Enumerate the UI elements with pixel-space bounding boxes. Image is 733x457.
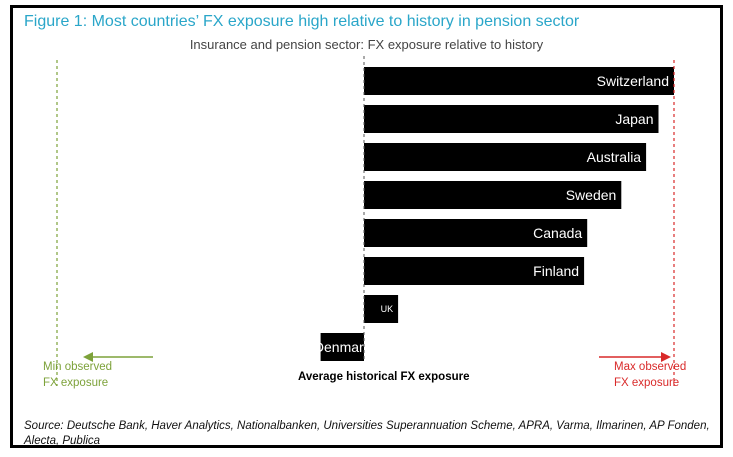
bar-uk xyxy=(364,295,399,323)
min-exposure-label: Min observed FX exposure xyxy=(43,359,112,391)
min-arrow-icon xyxy=(83,352,153,362)
bar-denmark xyxy=(320,333,364,361)
max-exposure-label-text: Max observed FX exposure xyxy=(614,361,687,389)
bar-japan xyxy=(364,105,659,133)
bar-finland xyxy=(364,257,585,285)
bars-layer: Switzerland Japan Australia Sweden Canada Fin… xyxy=(314,67,674,361)
bar-sweden xyxy=(364,181,622,209)
max-arrow-icon xyxy=(599,352,671,362)
figure-frame: Figure 1: Most countries’ FX exposure hi… xyxy=(10,5,723,448)
bar-label-australia: Australia xyxy=(587,149,642,165)
bar-label-sweden: Sweden xyxy=(566,187,617,203)
figure-title: Figure 1: Most countries’ FX exposure hi… xyxy=(24,13,580,30)
bar-label-denmark: Denmark xyxy=(314,339,372,355)
bar-label-finland: Finland xyxy=(533,263,579,279)
bar-switzerland xyxy=(364,67,674,95)
figure-subtitle: Insurance and pension sector: FX exposur… xyxy=(189,37,544,52)
bar-label-canada: Canada xyxy=(533,225,582,241)
bar-label-japan: Japan xyxy=(615,111,653,127)
source-note: Source: Deutsche Bank, Haver Analytics, … xyxy=(24,420,710,447)
max-exposure-label: Max observed FX exposure xyxy=(614,359,686,391)
bar-canada xyxy=(364,219,588,247)
bar-label-switzerland: Switzerland xyxy=(597,73,669,89)
bar-label-uk: UK xyxy=(381,304,394,314)
min-exposure-label-text: Min observed FX exposure xyxy=(43,361,113,389)
average-exposure-label: Average historical FX exposure xyxy=(298,371,470,383)
bar-chart: Switzerland Japan Australia Sweden Canada Fin… xyxy=(56,56,675,386)
bar-australia xyxy=(364,143,647,171)
